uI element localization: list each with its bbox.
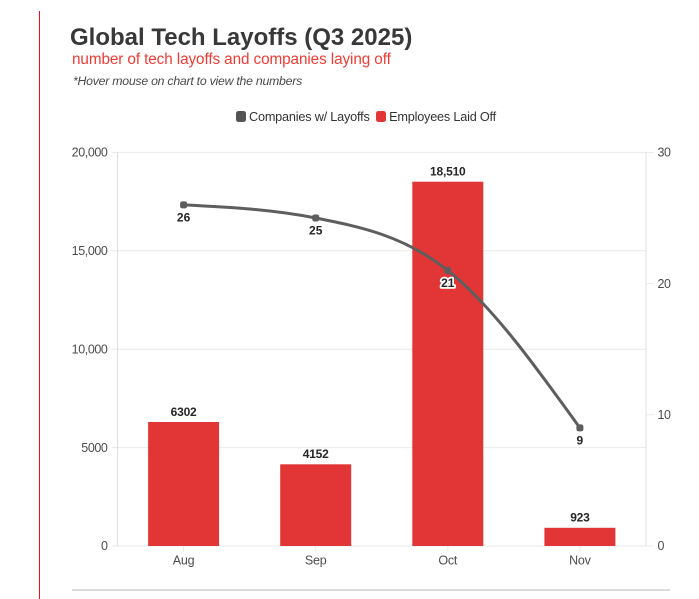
svg-text:18,510: 18,510 [430,165,466,179]
svg-text:0: 0 [658,539,665,553]
svg-text:Nov: Nov [569,554,592,568]
svg-text:923: 923 [570,511,590,525]
svg-text:26: 26 [177,211,191,225]
svg-text:0: 0 [101,539,108,553]
svg-text:30: 30 [658,146,672,160]
svg-text:6302: 6302 [171,405,197,419]
svg-text:Sep: Sep [305,554,327,568]
svg-text:10: 10 [658,408,672,422]
svg-text:20,000: 20,000 [72,146,108,160]
svg-text:Oct: Oct [438,554,458,568]
svg-text:9: 9 [577,434,584,448]
svg-text:21: 21 [441,276,455,290]
svg-text:20: 20 [658,277,672,291]
svg-text:15,000: 15,000 [72,244,108,258]
svg-text:25: 25 [309,224,323,238]
svg-text:Aug: Aug [173,554,195,568]
svg-text:5000: 5000 [81,441,108,455]
svg-text:4152: 4152 [303,447,329,461]
svg-text:10,000: 10,000 [72,342,108,356]
